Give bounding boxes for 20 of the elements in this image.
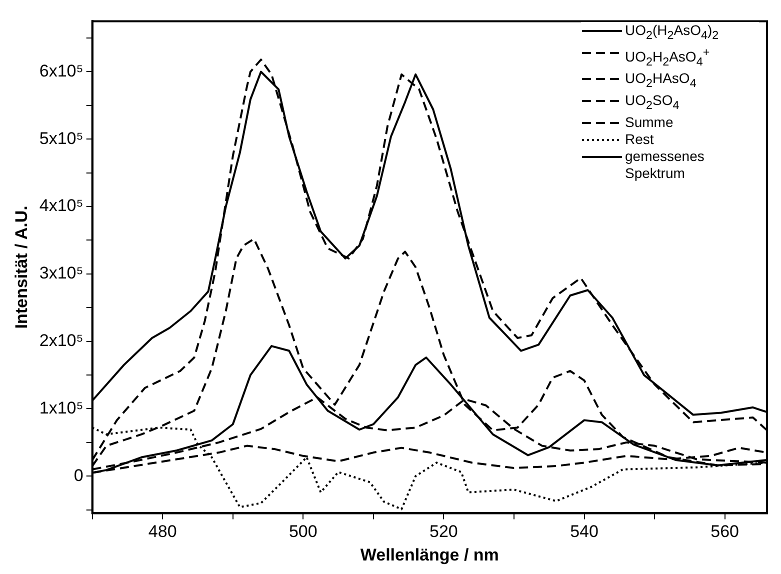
legend-label: gemessenes Spektrum bbox=[625, 148, 706, 182]
y-tick-label: 4x10⁵ bbox=[39, 196, 84, 216]
x-axis-title: Wellenlänge / nm bbox=[360, 545, 499, 564]
legend-label: UO$_{2}$SO$_{4}$ bbox=[625, 92, 680, 114]
x-tick-label: 520 bbox=[430, 522, 458, 542]
legend-label: Summe bbox=[625, 114, 674, 131]
y-tick-label: 2x10⁵ bbox=[39, 331, 84, 350]
x-tick-label: 480 bbox=[148, 522, 177, 542]
legend-label: Rest bbox=[625, 130, 654, 148]
legend-label: UO$_{2}$(H$_{2}$AsO$_{4}$)$_{2}$ bbox=[625, 22, 719, 44]
legend-label: UO$_{2}$HAsO$_{4}$ bbox=[625, 70, 696, 92]
x-tick-label: 500 bbox=[288, 522, 318, 542]
y-tick-label: 3x10⁵ bbox=[39, 264, 84, 283]
y-tick-label: 6x10⁵ bbox=[39, 61, 84, 80]
y-tick-label: 1x10⁵ bbox=[39, 398, 84, 418]
x-tick-label: 560 bbox=[710, 522, 740, 542]
x-tick-label: 540 bbox=[570, 522, 598, 542]
y-tick-label: 5x10⁵ bbox=[39, 128, 84, 148]
y-axis-title: Intensität / A.U. bbox=[12, 206, 31, 329]
y-tick-label: 0 bbox=[74, 466, 84, 485]
